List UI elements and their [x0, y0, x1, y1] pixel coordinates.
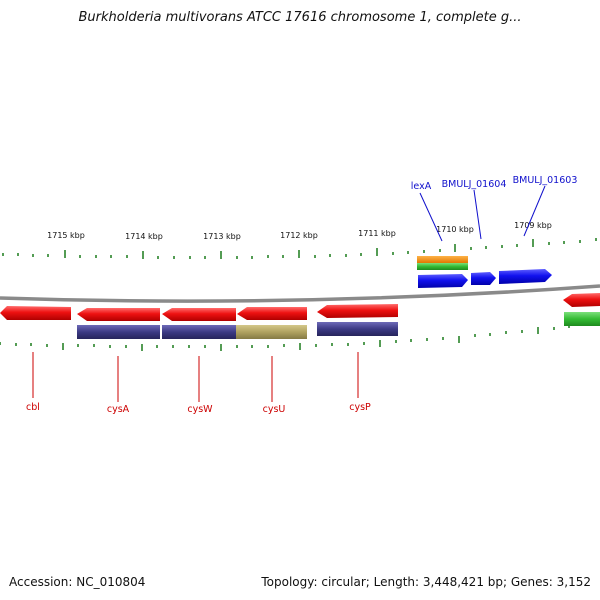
feature-lexA-green[interactable] [417, 263, 468, 270]
kbp-label: 1714 kbp [125, 232, 163, 241]
gene-cysP[interactable] [317, 304, 398, 318]
feature-cysW[interactable] [162, 325, 236, 339]
feature-lexA-orange[interactable] [417, 256, 468, 263]
map-title: Burkholderia multivorans ATCC 17616 chro… [78, 10, 522, 25]
kbp-label: 1709 kbp [514, 221, 552, 230]
kbp-label: 1713 kbp [203, 232, 241, 241]
kbp-label: 1711 kbp [358, 229, 396, 238]
gene-label-cysA[interactable]: cysA [107, 404, 130, 415]
kbp-label: 1710 kbp [436, 225, 474, 234]
feature-cysP[interactable] [317, 322, 398, 336]
gene-label-lexA[interactable]: lexA [411, 181, 432, 192]
gene-BMULJ-01603[interactable] [499, 269, 552, 284]
kbp-label: 1712 kbp [280, 231, 318, 240]
gene-cysU[interactable] [237, 307, 307, 320]
gene-label-cbl[interactable]: cbl [26, 402, 40, 413]
gene-label-BMULJ-01603[interactable]: BMULJ_01603 [513, 175, 578, 186]
gene-label-cysP[interactable]: cysP [349, 402, 371, 413]
feature-right-green[interactable] [564, 312, 600, 326]
gene-label-cysW[interactable]: cysW [187, 404, 213, 415]
gene-lexA[interactable] [418, 274, 468, 288]
leader-lines-blue [419, 185, 546, 242]
genome-summary-text: Topology: circular; Length: 3,448,421 bp… [261, 575, 591, 589]
top-tick-row [2, 238, 597, 259]
feature-cysA[interactable] [77, 325, 160, 339]
kbp-label: 1715 kbp [47, 231, 85, 240]
gene-label-BMULJ-01604[interactable]: BMULJ_01604 [442, 179, 507, 190]
gene-right-edge[interactable] [563, 293, 600, 307]
feature-cysU[interactable] [236, 325, 307, 339]
gene-cbl[interactable] [0, 306, 71, 320]
gene-cysA[interactable] [77, 308, 160, 321]
accession-text: Accession: NC_010804 [9, 575, 146, 589]
gene-BMULJ-01604[interactable] [471, 272, 496, 285]
gene-cysW[interactable] [162, 308, 236, 321]
backbone-arc [0, 284, 600, 303]
gene-label-cysU[interactable]: cysU [263, 404, 286, 415]
leader-lines-red [32, 352, 359, 402]
